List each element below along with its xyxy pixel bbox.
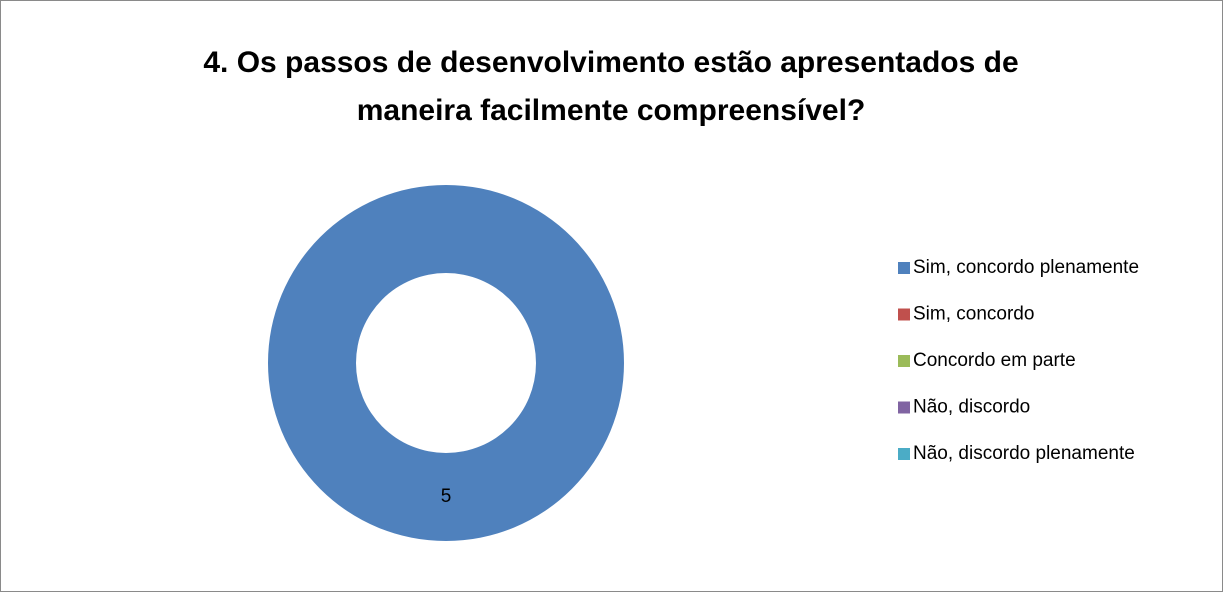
legend-swatch [898,448,910,460]
data-label: 5 [441,486,452,507]
legend-label: Não, discordo [913,397,1030,418]
legend-label: Concordo em parte [913,350,1076,371]
legend-swatch [898,401,910,414]
legend-label: Não, discordo plenamente [913,443,1135,464]
donut-slice [268,185,624,541]
legend-label: Sim, concordo [913,304,1034,325]
chart-title: 4. Os passos de desenvolvimento estão ap… [203,46,1019,127]
legend-swatch [898,308,910,321]
legend-swatch [898,355,910,367]
legend-swatch [898,262,910,274]
legend-label: Sim, concordo plenamente [913,257,1139,278]
